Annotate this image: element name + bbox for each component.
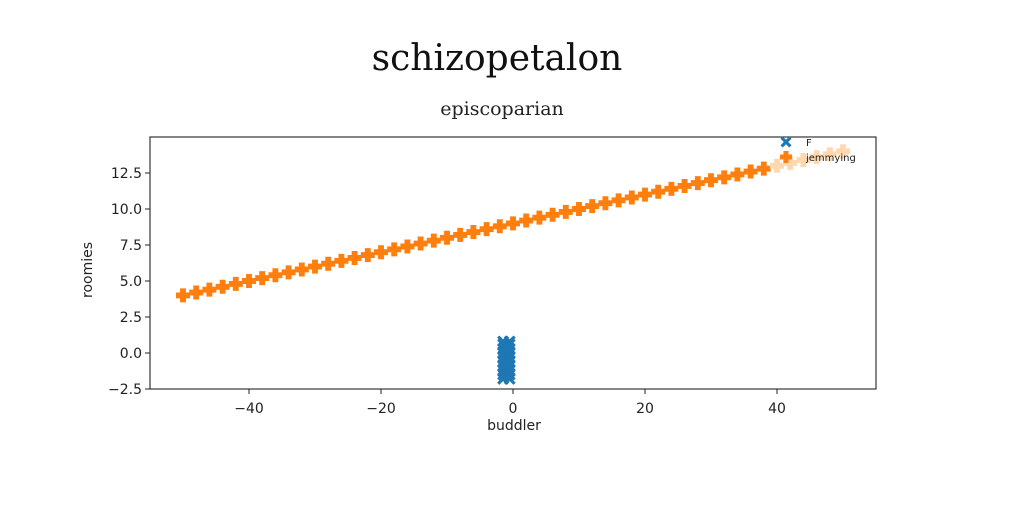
data-point bbox=[176, 288, 190, 303]
data-point bbox=[202, 282, 217, 297]
data-point bbox=[387, 242, 402, 257]
data-point bbox=[809, 150, 824, 165]
x-tick-label: 0 bbox=[509, 401, 518, 417]
data-point bbox=[215, 279, 230, 294]
y-tick-label: 0.0 bbox=[120, 346, 142, 362]
x-tick-label: −20 bbox=[366, 401, 396, 417]
data-point bbox=[651, 184, 666, 199]
data-point bbox=[783, 155, 798, 170]
data-point bbox=[268, 268, 283, 283]
legend-label: jemmying bbox=[805, 153, 856, 164]
y-tick-label: 10.0 bbox=[111, 202, 142, 218]
data-point bbox=[426, 233, 441, 248]
y-tick-label: 5.0 bbox=[120, 274, 142, 290]
data-point bbox=[545, 207, 560, 222]
data-point bbox=[374, 245, 388, 260]
data-point bbox=[598, 196, 613, 211]
data-point bbox=[730, 167, 745, 182]
data-point bbox=[519, 213, 534, 228]
data-point bbox=[585, 199, 600, 214]
data-point bbox=[611, 193, 626, 208]
y-tick-label: 2.5 bbox=[120, 310, 142, 326]
data-point bbox=[334, 253, 349, 268]
y-tick-label: 12.5 bbox=[111, 166, 142, 182]
data-point bbox=[770, 158, 784, 173]
data-point bbox=[690, 176, 705, 191]
data-point bbox=[400, 239, 415, 254]
data-point bbox=[836, 144, 850, 159]
figure-suptitle: schizopetalon bbox=[372, 38, 623, 79]
data-point bbox=[558, 204, 573, 219]
data-point bbox=[664, 181, 679, 196]
data-point bbox=[503, 338, 516, 351]
x-tick-label: 40 bbox=[768, 401, 786, 417]
data-point bbox=[717, 170, 732, 185]
data-point bbox=[453, 227, 468, 242]
data-point bbox=[624, 190, 639, 205]
data-point bbox=[479, 222, 494, 237]
data-point bbox=[677, 178, 692, 193]
data-point bbox=[255, 271, 270, 286]
legend-label: F bbox=[806, 138, 812, 149]
data-point bbox=[796, 153, 811, 168]
data-point bbox=[228, 276, 243, 291]
data-point bbox=[189, 285, 204, 300]
data-point bbox=[743, 164, 758, 179]
data-point bbox=[572, 202, 586, 216]
data-point bbox=[281, 265, 296, 280]
y-axis-label: roomies bbox=[80, 242, 96, 298]
data-point bbox=[506, 216, 520, 231]
x-tick-label: 20 bbox=[636, 401, 654, 417]
x-tick-label: −40 bbox=[234, 401, 264, 417]
data-point bbox=[466, 225, 481, 240]
data-point bbox=[360, 248, 375, 263]
data-point bbox=[308, 259, 322, 274]
data-point bbox=[503, 335, 516, 348]
data-point bbox=[347, 250, 362, 265]
data-point bbox=[532, 210, 547, 225]
legend-marker bbox=[780, 151, 792, 163]
data-point bbox=[492, 219, 507, 234]
x-axis-label: buddler bbox=[487, 418, 541, 434]
y-tick-label: −2.5 bbox=[108, 382, 142, 398]
data-point bbox=[294, 262, 309, 277]
data-point bbox=[704, 173, 718, 188]
data-point bbox=[638, 187, 652, 202]
legend-marker bbox=[780, 136, 792, 148]
data-point bbox=[822, 147, 837, 162]
data-point bbox=[756, 161, 771, 176]
y-tick-label: 7.5 bbox=[120, 238, 142, 254]
data-point bbox=[242, 274, 256, 288]
data-point bbox=[321, 256, 336, 271]
data-point bbox=[413, 236, 428, 251]
plot-area: −40 −20 0 20 40 −2.5 0.0 2.5 5.0 7.5 10.0 12.5 Fjemm… bbox=[108, 136, 877, 417]
axes-title: episcoparian bbox=[440, 98, 564, 120]
data-point bbox=[440, 230, 454, 245]
